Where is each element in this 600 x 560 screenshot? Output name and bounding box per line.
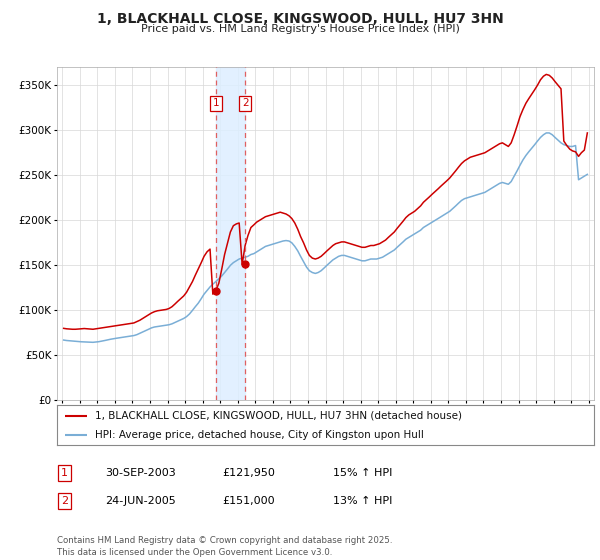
Text: 2: 2 <box>242 98 248 108</box>
Text: £151,000: £151,000 <box>222 496 275 506</box>
Text: 1, BLACKHALL CLOSE, KINGSWOOD, HULL, HU7 3HN (detached house): 1, BLACKHALL CLOSE, KINGSWOOD, HULL, HU7… <box>95 411 461 421</box>
Text: 24-JUN-2005: 24-JUN-2005 <box>105 496 176 506</box>
Text: 1: 1 <box>61 468 68 478</box>
Text: 15% ↑ HPI: 15% ↑ HPI <box>333 468 392 478</box>
Text: 13% ↑ HPI: 13% ↑ HPI <box>333 496 392 506</box>
Bar <box>216 67 245 400</box>
Text: Price paid vs. HM Land Registry's House Price Index (HPI): Price paid vs. HM Land Registry's House … <box>140 24 460 34</box>
Text: 1: 1 <box>212 98 219 108</box>
Text: 2: 2 <box>61 496 68 506</box>
Text: 30-SEP-2003: 30-SEP-2003 <box>105 468 176 478</box>
Text: 1, BLACKHALL CLOSE, KINGSWOOD, HULL, HU7 3HN: 1, BLACKHALL CLOSE, KINGSWOOD, HULL, HU7… <box>97 12 503 26</box>
Text: £121,950: £121,950 <box>222 468 275 478</box>
Text: Contains HM Land Registry data © Crown copyright and database right 2025.
This d: Contains HM Land Registry data © Crown c… <box>57 536 392 557</box>
Text: HPI: Average price, detached house, City of Kingston upon Hull: HPI: Average price, detached house, City… <box>95 430 424 440</box>
